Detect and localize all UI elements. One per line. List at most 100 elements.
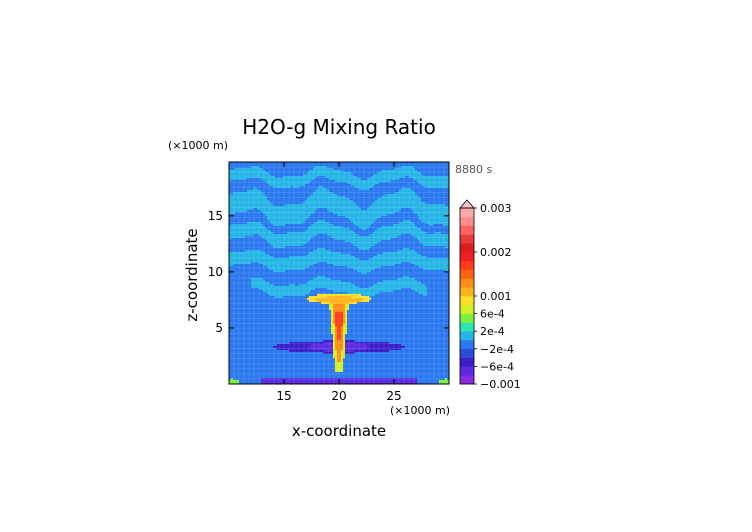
field-cell [337,192,340,195]
field-cell [333,238,336,241]
field-cell [325,232,328,235]
field-cell [313,190,316,193]
field-cell [435,162,438,165]
field-cell [329,204,332,207]
field-cell [437,186,440,189]
field-cell [343,222,346,225]
field-cell [301,238,304,241]
field-cell [419,182,422,185]
field-cell [445,232,448,235]
field-cell [369,202,372,205]
field-cell [307,214,310,217]
field-cell [265,184,268,187]
field-cell [387,194,390,197]
field-cell [327,198,330,201]
field-cell [401,222,404,225]
field-cell [305,214,308,217]
field-cell [273,164,276,167]
field-cell [411,238,414,241]
field-cell [273,252,276,255]
field-cell [387,218,390,221]
field-cell [263,200,266,203]
field-cell [351,180,354,183]
field-cell [325,206,328,209]
field-cell [351,186,354,189]
x-axis-label: x-coordinate [292,422,386,440]
field-cell [255,202,258,205]
field-cell [385,174,388,177]
field-cell [337,204,340,207]
field-cell [263,202,266,205]
field-cell [269,222,272,225]
field-cell [333,170,336,173]
field-cell [253,208,256,211]
field-cell [417,226,420,229]
field-cell [281,240,284,243]
field-cell [265,186,268,189]
field-cell [425,214,428,217]
field-cell [431,184,434,187]
field-cell [361,174,364,177]
field-cell [371,250,374,253]
field-cell [335,192,338,195]
field-cell [401,162,404,165]
field-cell [373,234,376,237]
field-cell [247,248,250,251]
field-cell [319,198,322,201]
field-cell [237,172,240,175]
field-cell [235,180,238,183]
field-cell [409,216,412,219]
field-cell [397,250,400,253]
field-cell [365,192,368,195]
field-cell [323,180,326,183]
field-cell [375,174,378,177]
field-cell [239,246,242,249]
field-cell [447,176,450,179]
field-cell [415,248,418,251]
field-cell [303,212,306,215]
field-cell [279,174,282,177]
field-cell [441,230,444,233]
field-cell [427,176,430,179]
field-cell [419,204,422,207]
field-cell [309,182,312,185]
field-cell [283,224,286,227]
field-cell [359,164,362,167]
field-cell [343,190,346,193]
field-cell [271,162,274,165]
field-cell [249,236,252,239]
field-cell [419,170,422,173]
field-cell [381,210,384,213]
field-cell [279,216,282,219]
field-cell [297,238,300,241]
field-cell [305,194,308,197]
field-cell [233,192,236,195]
field-cell [271,204,274,207]
field-cell [291,238,294,241]
field-cell [419,174,422,177]
field-cell [305,192,308,195]
field-cell [283,248,286,251]
field-cell [357,220,360,223]
field-cell [363,166,366,169]
field-cell [413,240,416,243]
field-cell [261,234,264,237]
field-cell [281,192,284,195]
field-cell [283,206,286,209]
field-cell [237,232,240,235]
field-cell [313,192,316,195]
field-cell [237,208,240,211]
field-cell [311,214,314,217]
field-cell [237,238,240,241]
field-cell [317,170,320,173]
field-cell [281,164,284,167]
field-cell [235,170,238,173]
field-cell [285,212,288,215]
field-cell [411,162,414,165]
field-cell [275,196,278,199]
field-cell [269,248,272,251]
field-cell [429,184,432,187]
field-cell [265,210,268,213]
field-cell [403,250,406,253]
field-cell [327,218,330,221]
